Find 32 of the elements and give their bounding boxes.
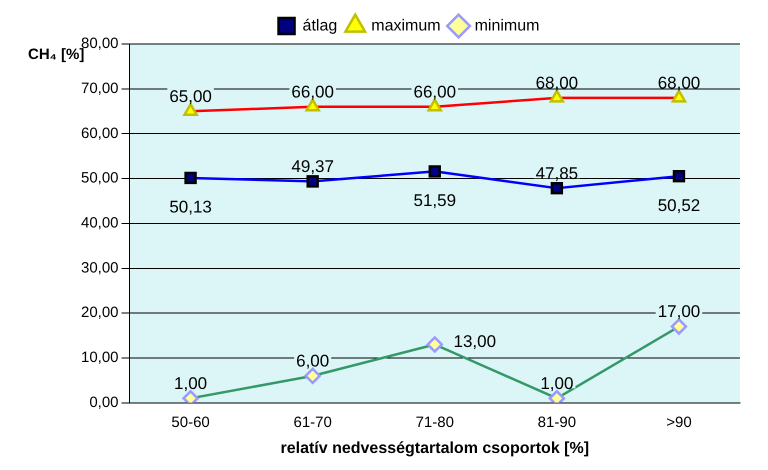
x-tick-label: 61-70	[293, 414, 332, 431]
y-tick-label: 60,00	[80, 124, 119, 142]
x-tick-label: >90	[666, 414, 692, 431]
data-label: 66,00	[413, 82, 456, 102]
x-tick-label: 81-90	[538, 414, 576, 431]
legend-label: átlag	[302, 17, 338, 34]
y-tick-label: 50,00	[80, 170, 119, 187]
data-label: 68,00	[658, 74, 700, 93]
x-tick-label: 50-60	[171, 414, 210, 431]
data-label: 13,00	[453, 332, 496, 352]
x-tick-label: 71-80	[416, 414, 454, 431]
data-label: 66,00	[291, 82, 334, 102]
data-label: 68,00	[536, 74, 578, 93]
legend-label: minimum	[474, 17, 540, 34]
y-tick-label: 20,00	[80, 304, 119, 322]
data-label: 51,59	[413, 191, 456, 210]
data-label: 50,13	[169, 198, 212, 217]
data-label: 50,52	[658, 196, 700, 215]
data-label: 17,00	[658, 302, 700, 322]
y-tick-label: 40,00	[80, 214, 119, 232]
y-tick-label: 30,00	[80, 259, 119, 276]
data-label: 1,00	[174, 374, 208, 394]
data-label: 65,00	[169, 86, 212, 106]
y-tick-label: 0,00	[89, 394, 119, 411]
legend-label: maximum	[371, 17, 441, 34]
data-label: 47,85	[536, 164, 578, 183]
data-label: 6,00	[296, 352, 330, 371]
data-label: 1,00	[540, 374, 574, 394]
data-label: 49,37	[291, 157, 334, 176]
y-tick-label: 10,00	[80, 349, 119, 366]
x-axis-title: relatív nedvességtartalom csoportok [%]	[280, 440, 590, 457]
y-tick-label: 70,00	[80, 80, 119, 97]
